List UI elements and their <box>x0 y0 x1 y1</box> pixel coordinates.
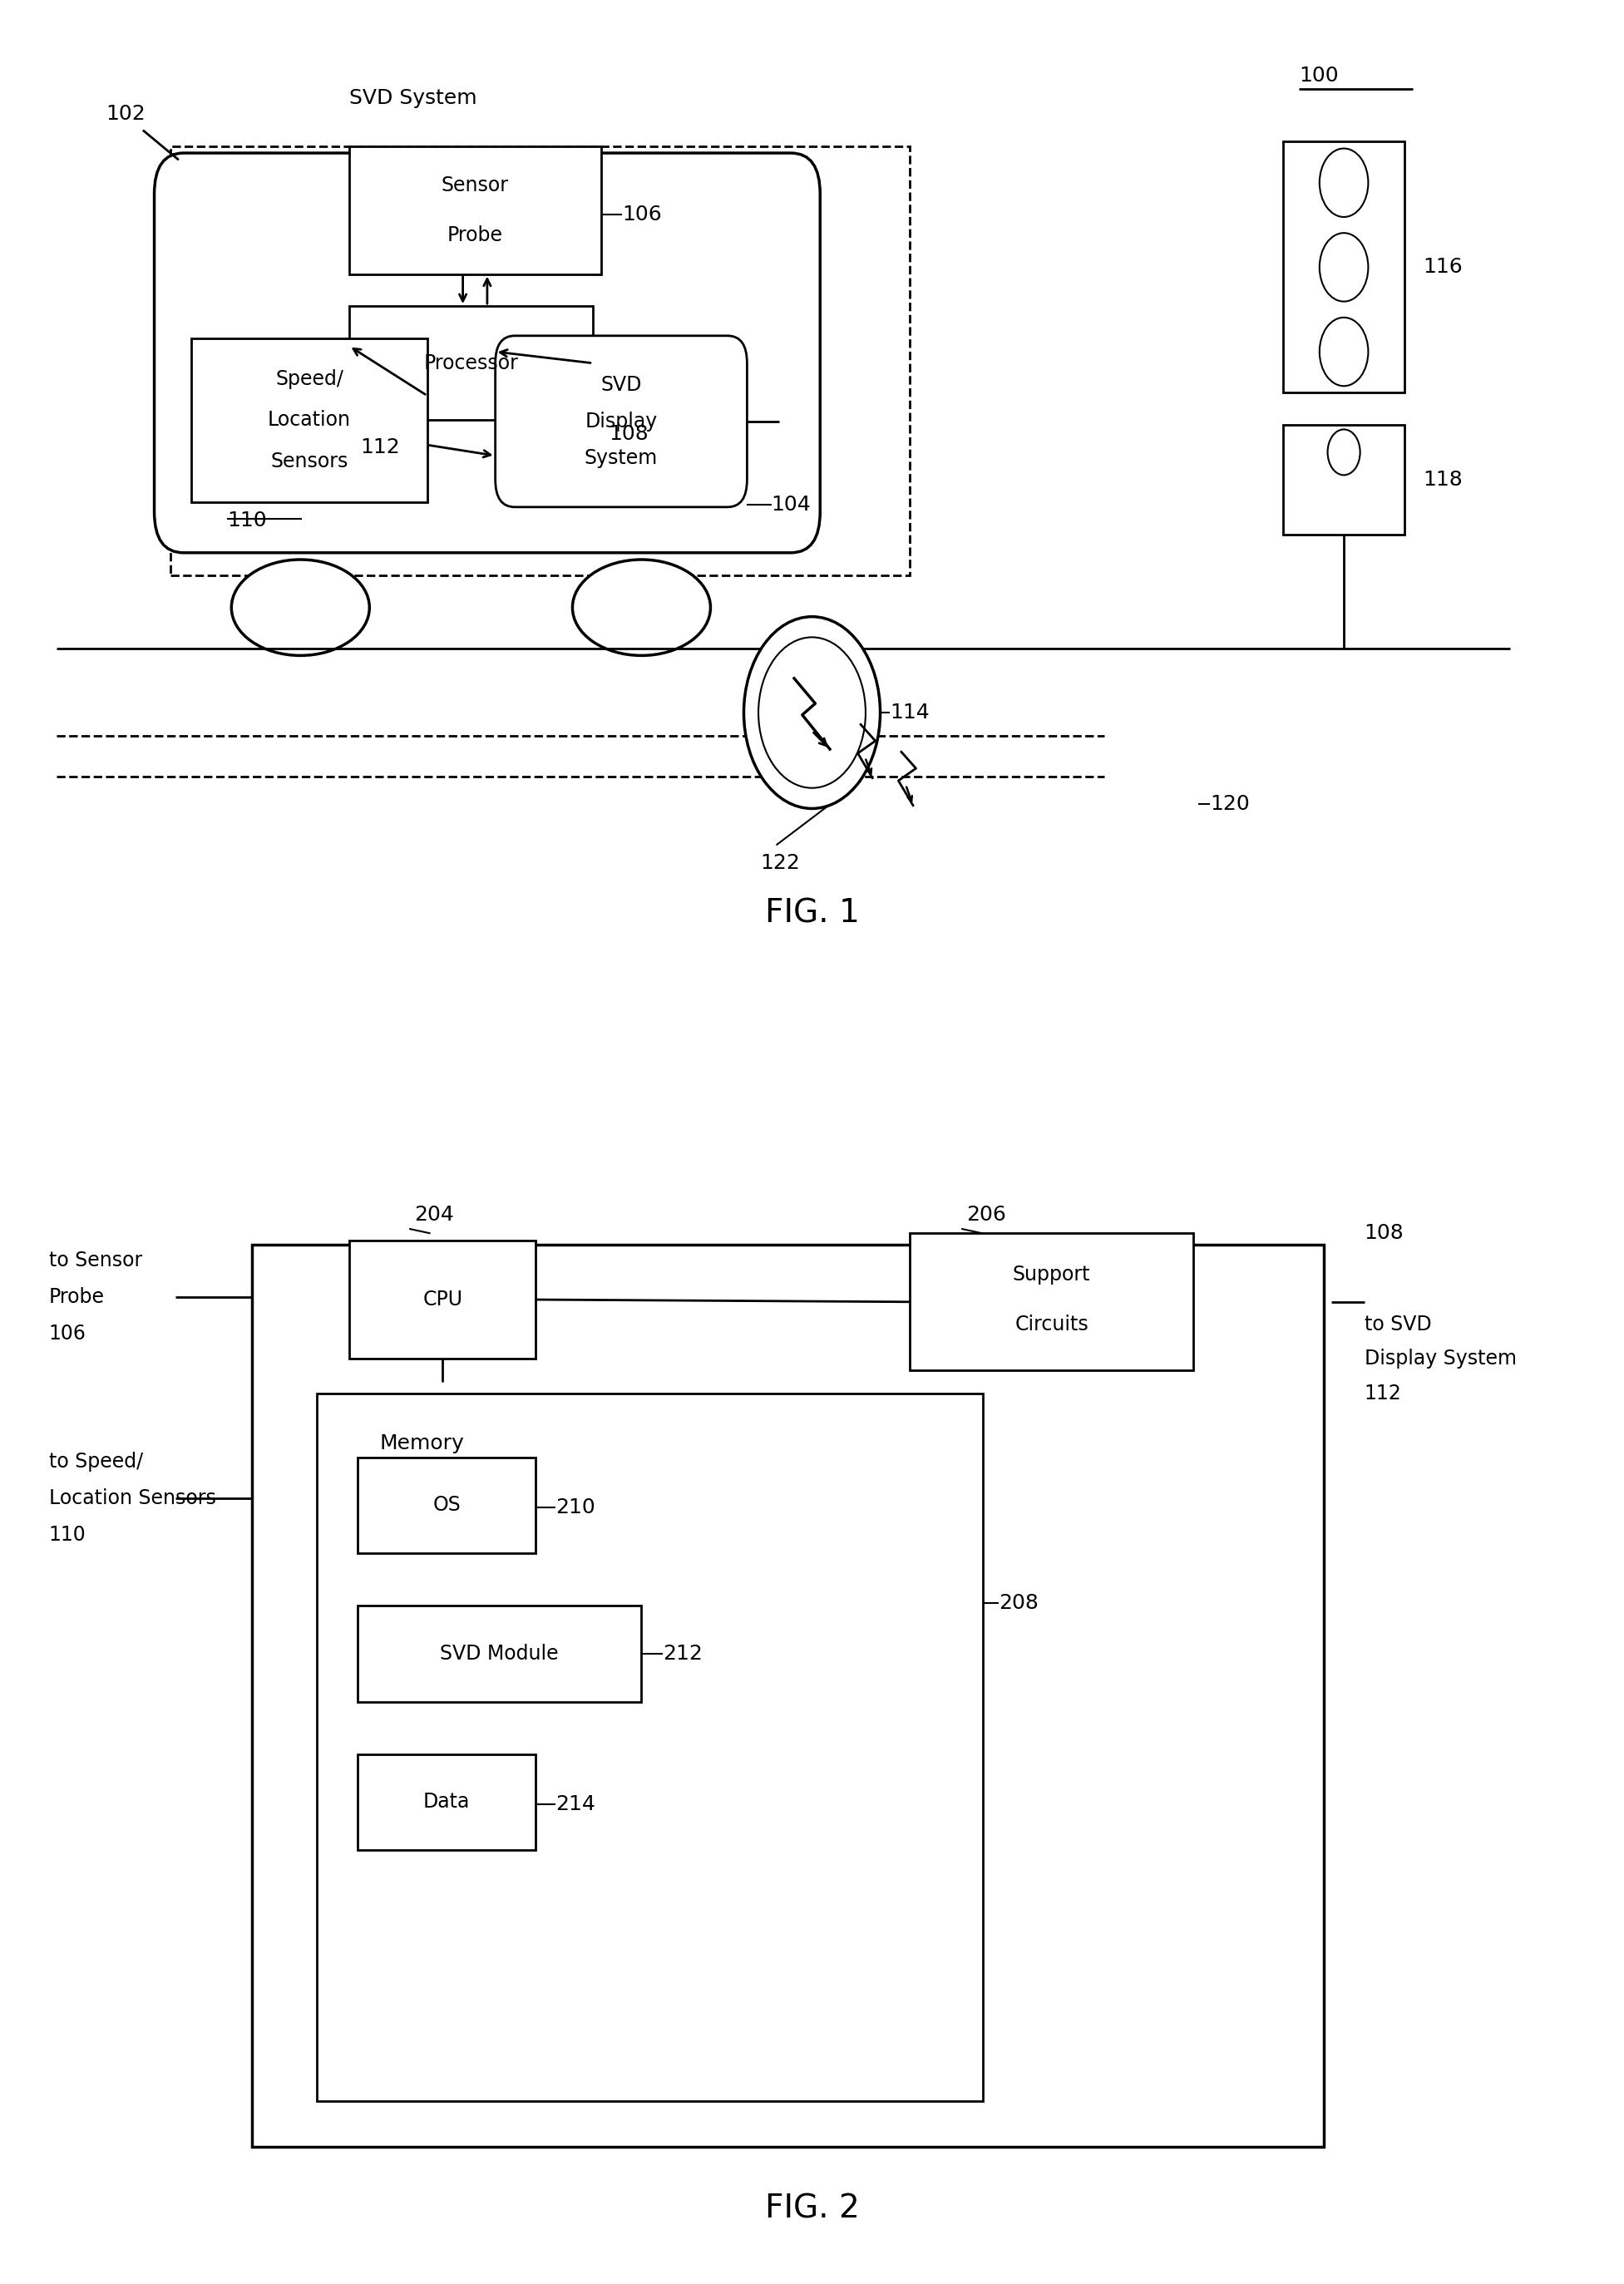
Bar <box>317 1393 983 2101</box>
Text: 108: 108 <box>609 425 648 443</box>
Bar <box>349 306 593 420</box>
Text: 110: 110 <box>227 512 266 530</box>
Bar <box>1283 425 1405 534</box>
Text: 210: 210 <box>555 1498 594 1517</box>
Circle shape <box>744 617 880 809</box>
Text: 100: 100 <box>1299 66 1338 85</box>
Bar <box>909 1233 1194 1370</box>
Circle shape <box>1319 317 1367 386</box>
Bar <box>357 1606 641 1702</box>
Text: to SVD: to SVD <box>1364 1316 1431 1334</box>
Bar <box>349 146 601 274</box>
Ellipse shape <box>232 560 370 656</box>
Circle shape <box>758 637 866 788</box>
Text: FIG. 1: FIG. 1 <box>765 898 859 930</box>
Text: to Sensor: to Sensor <box>49 1252 141 1270</box>
Text: Location: Location <box>268 411 351 429</box>
Text: 118: 118 <box>1423 471 1462 489</box>
Text: FIG. 2: FIG. 2 <box>765 2193 859 2225</box>
Text: OS: OS <box>432 1496 461 1514</box>
Text: 112: 112 <box>361 439 400 457</box>
Text: 212: 212 <box>663 1644 703 1663</box>
Text: CPU: CPU <box>422 1290 463 1309</box>
Bar <box>171 146 909 576</box>
Text: 120: 120 <box>1210 795 1249 813</box>
Text: 106: 106 <box>49 1325 86 1343</box>
Text: 214: 214 <box>555 1795 596 1813</box>
Text: SVD Module: SVD Module <box>440 1644 559 1663</box>
Text: 112: 112 <box>1364 1384 1402 1402</box>
Text: 102: 102 <box>106 105 145 123</box>
Text: Probe: Probe <box>49 1288 104 1306</box>
Bar <box>192 338 427 502</box>
Text: Probe: Probe <box>447 226 503 244</box>
Text: Support: Support <box>1013 1265 1090 1284</box>
Text: Location Sensors: Location Sensors <box>49 1489 216 1507</box>
Text: Sensor: Sensor <box>442 176 508 194</box>
Text: 108: 108 <box>1364 1224 1403 1242</box>
Text: Speed/: Speed/ <box>276 370 343 388</box>
Text: 206: 206 <box>966 1206 1007 1224</box>
Text: Display: Display <box>585 411 658 432</box>
Text: Memory: Memory <box>380 1434 464 1453</box>
Circle shape <box>1328 429 1361 475</box>
Text: 122: 122 <box>760 854 801 872</box>
Text: Circuits: Circuits <box>1015 1316 1088 1334</box>
Circle shape <box>1319 148 1367 217</box>
Text: to Speed/: to Speed/ <box>49 1453 143 1471</box>
Text: Sensors: Sensors <box>271 452 348 471</box>
Bar <box>1283 142 1405 393</box>
Text: 104: 104 <box>771 496 810 514</box>
Bar <box>252 1245 1324 2147</box>
Text: 116: 116 <box>1423 258 1462 276</box>
Circle shape <box>1319 233 1367 301</box>
Ellipse shape <box>572 560 711 656</box>
Text: Processor: Processor <box>424 354 518 372</box>
Text: 208: 208 <box>999 1594 1039 1613</box>
Text: 110: 110 <box>49 1526 86 1544</box>
Text: 114: 114 <box>890 703 929 722</box>
Text: 106: 106 <box>622 206 661 224</box>
Text: Data: Data <box>424 1793 469 1811</box>
Bar <box>357 1457 536 1553</box>
Text: System: System <box>585 448 658 468</box>
FancyBboxPatch shape <box>495 336 747 507</box>
Text: Display System: Display System <box>1364 1350 1517 1368</box>
Text: SVD System: SVD System <box>349 89 477 107</box>
Bar <box>357 1754 536 1850</box>
Text: SVD: SVD <box>601 375 641 395</box>
Text: 204: 204 <box>414 1206 455 1224</box>
Bar <box>349 1240 536 1359</box>
FancyBboxPatch shape <box>154 153 820 553</box>
